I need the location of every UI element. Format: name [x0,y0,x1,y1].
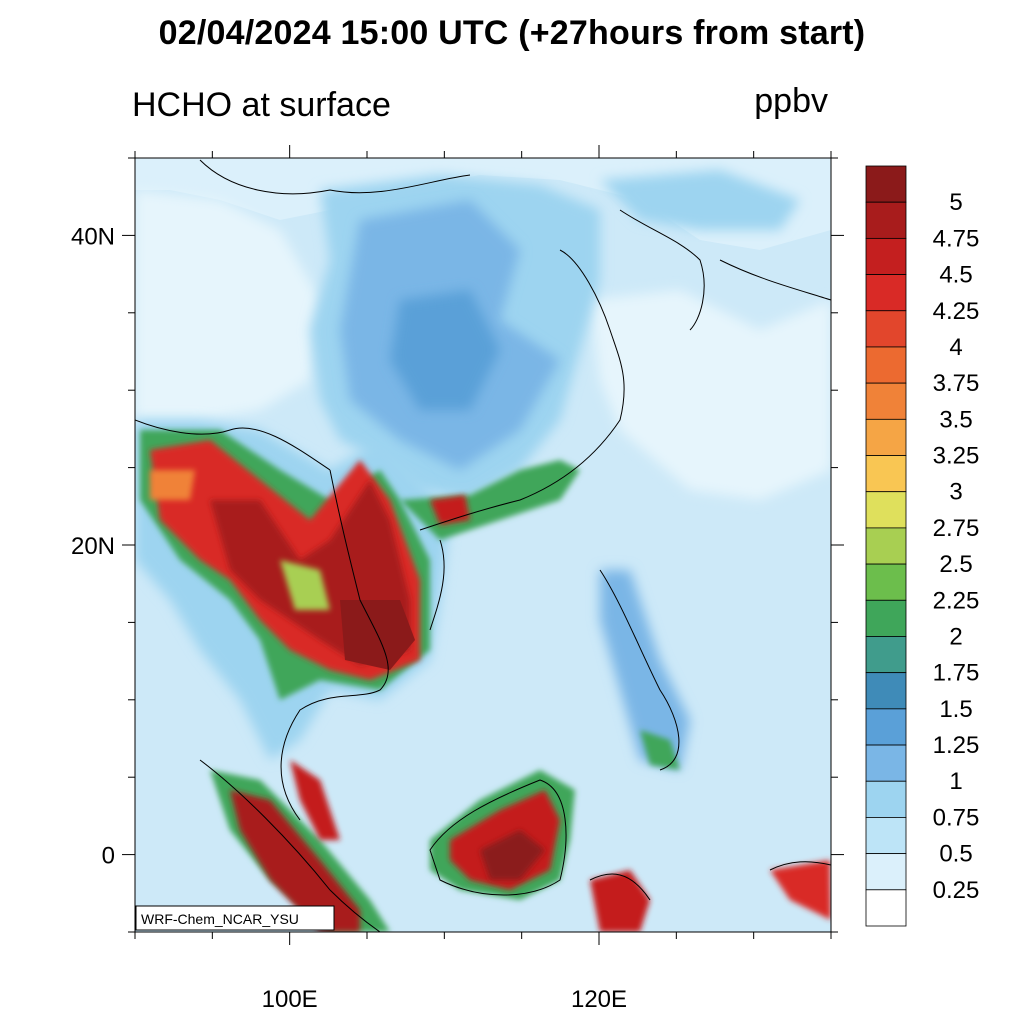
colorbar-swatch [865,636,907,674]
colorbar-swatch [865,708,907,746]
variable-label: HCHO at surface [132,86,391,124]
colorbar: 5 4.75 4.5 4.25 4 3.75 3.5 3.25 3 2.75 2.5 2.25 2 1.7… [865,165,980,927]
colorbar-label: 2.25 [933,587,980,614]
colorbar-swatch [865,780,907,818]
lon-label: 100E [262,986,318,1013]
lon-label: 120E [571,986,627,1013]
colorbar-swatch [865,237,907,275]
colorbar-label: 4.5 [939,262,972,289]
axis-labels: 40N 20N 0 100E 120E [71,145,844,1013]
lat-label: 40N [71,223,115,250]
colorbar-label: 2.5 [939,551,972,578]
colorbar-swatch [865,744,907,782]
lat-label: 20N [71,533,115,560]
colorbar-swatch [865,672,907,710]
colorbar-swatch [865,274,907,312]
map-title: 02/04/2024 15:00 UTC (+27hours from star… [158,14,866,52]
colorbar-label: 2 [949,623,962,650]
colorbar-label: 0.75 [933,804,980,831]
colorbar-swatch [865,418,907,456]
colorbar-swatch [865,455,907,493]
colorbar-label: 3.5 [939,406,972,433]
colorbar-swatch [865,563,907,601]
colorbar-label: 2.75 [933,515,980,542]
colorbar-label: 4.75 [933,225,980,252]
colorbar-label: 4 [949,334,962,361]
colorbar-swatch [865,165,907,203]
colorbar-swatch [865,310,907,348]
colorbar-label: 1.25 [933,732,980,759]
units-label: ppbv [754,82,828,120]
credit-box: WRF-Chem_NCAR_YSU [135,905,335,931]
colorbar-label: 3.75 [933,370,980,397]
colorbar-swatch [865,491,907,529]
colorbar-label: 5 [949,189,962,216]
colorbar-label: 3 [949,479,962,506]
colorbar-swatch [865,201,907,239]
colorbar-label: 1 [949,768,962,795]
colorbar-label: 0.5 [939,841,972,868]
colorbar-label: 1.5 [939,696,972,723]
colorbar-swatch [865,599,907,637]
colorbar-swatch [865,346,907,384]
colorbar-label: 3.25 [933,443,980,470]
coastlines [135,159,831,932]
colorbar-label: 4.25 [933,298,980,325]
credit-label: WRF-Chem_NCAR_YSU [141,911,299,927]
concentration-field [135,158,831,932]
colorbar-swatch [865,853,907,891]
colorbar-swatch [865,889,907,927]
colorbar-label: 1.75 [933,660,980,687]
colorbar-swatch [865,817,907,855]
colorbar-swatch [865,527,907,565]
colorbar-swatch [865,382,907,420]
lat-label: 0 [102,843,115,870]
colorbar-label: 0.25 [933,877,980,904]
